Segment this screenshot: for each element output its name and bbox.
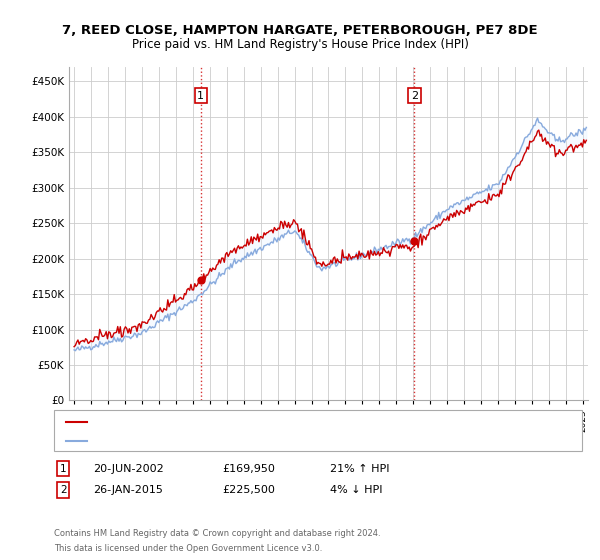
Text: 26-JAN-2015: 26-JAN-2015 (93, 485, 163, 495)
Text: Contains HM Land Registry data © Crown copyright and database right 2024.: Contains HM Land Registry data © Crown c… (54, 529, 380, 538)
Text: 7, REED CLOSE, HAMPTON HARGATE, PETERBOROUGH, PE7 8DE (detached house): 7, REED CLOSE, HAMPTON HARGATE, PETERBOR… (90, 417, 447, 426)
Text: 1: 1 (60, 464, 67, 474)
Text: £225,500: £225,500 (222, 485, 275, 495)
Text: HPI: Average price, detached house, City of Peterborough: HPI: Average price, detached house, City… (90, 436, 339, 445)
Text: 20-JUN-2002: 20-JUN-2002 (93, 464, 164, 474)
Text: 1: 1 (197, 91, 204, 101)
Text: 7, REED CLOSE, HAMPTON HARGATE, PETERBOROUGH, PE7 8DE: 7, REED CLOSE, HAMPTON HARGATE, PETERBOR… (62, 24, 538, 36)
Text: 2: 2 (60, 485, 67, 495)
Text: £169,950: £169,950 (222, 464, 275, 474)
Text: This data is licensed under the Open Government Licence v3.0.: This data is licensed under the Open Gov… (54, 544, 322, 553)
Text: 4% ↓ HPI: 4% ↓ HPI (330, 485, 383, 495)
Text: 2: 2 (411, 91, 418, 101)
Text: 21% ↑ HPI: 21% ↑ HPI (330, 464, 389, 474)
Text: Price paid vs. HM Land Registry's House Price Index (HPI): Price paid vs. HM Land Registry's House … (131, 38, 469, 50)
